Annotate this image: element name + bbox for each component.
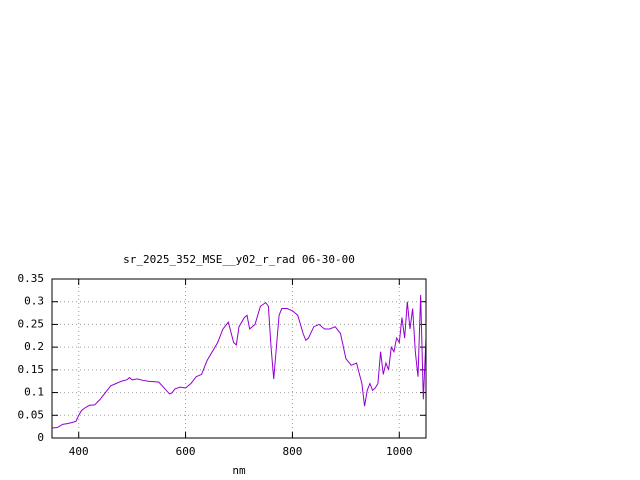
data-line bbox=[51, 294, 427, 429]
y-tick-label: 0 bbox=[37, 431, 44, 444]
y-tick-label: 0.1 bbox=[24, 386, 44, 399]
y-tick-label: 0.35 bbox=[18, 272, 45, 285]
y-tick-label: 0.3 bbox=[24, 295, 44, 308]
y-tick-label: 0.05 bbox=[18, 408, 45, 421]
chart-title: sr_2025_352_MSE__y02_r_rad 06-30-00 bbox=[123, 253, 355, 266]
x-tick-label: 600 bbox=[176, 445, 196, 458]
y-tick-label: 0.15 bbox=[18, 363, 45, 376]
x-tick-label: 800 bbox=[282, 445, 302, 458]
y-tick-label: 0.2 bbox=[24, 340, 44, 353]
x-axis-label: nm bbox=[232, 464, 246, 477]
x-tick-label: 400 bbox=[69, 445, 89, 458]
y-tick-label: 0.25 bbox=[18, 317, 45, 330]
plot-border bbox=[51, 278, 427, 439]
x-tick-label: 1000 bbox=[386, 445, 413, 458]
